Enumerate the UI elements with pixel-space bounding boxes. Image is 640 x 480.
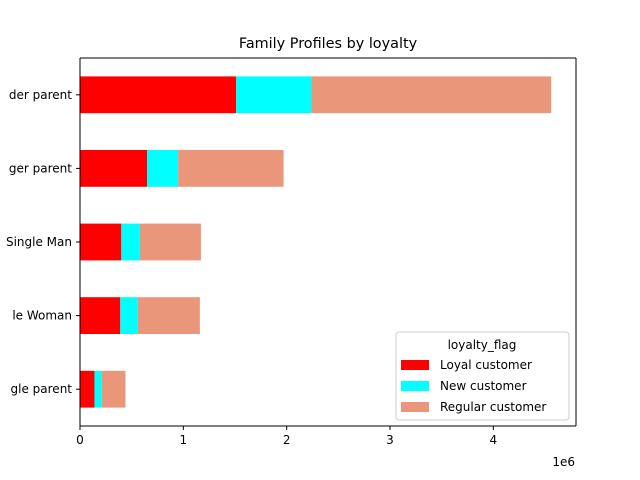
x-tick-label: 2 — [283, 433, 291, 447]
legend-label: Regular customer — [440, 400, 546, 414]
legend: loyalty_flag Loyal customer New customer R… — [395, 331, 570, 421]
legend-label: New customer — [440, 379, 527, 393]
bar-segment — [139, 223, 201, 261]
x-tick-label: 4 — [490, 433, 498, 447]
y-tick-label: le Woman — [12, 309, 72, 323]
x-ticks: 0 1 2 3 4 — [76, 426, 497, 447]
x-tick-label: 0 — [76, 433, 84, 447]
legend-frame — [395, 331, 570, 421]
bar-segment — [147, 150, 179, 187]
bar-segment — [80, 76, 237, 114]
bar-segment — [311, 76, 552, 114]
y-tick-label: Single Man — [6, 235, 72, 249]
y-tick-label: der parent — [9, 88, 72, 102]
bar-segment — [120, 297, 138, 334]
bar-segment — [80, 297, 121, 334]
legend-swatch — [401, 360, 429, 370]
bar-segment — [80, 223, 122, 261]
bar-segment — [80, 370, 95, 408]
legend-label: Loyal customer — [440, 358, 532, 372]
bar-segment — [178, 150, 284, 187]
bar-segment — [94, 370, 102, 408]
bars-layer — [80, 76, 552, 408]
x-tick-label: 1 — [180, 433, 188, 447]
bar-segment — [80, 150, 148, 187]
y-tick-label: ger parent — [9, 161, 72, 175]
bar-segment — [236, 76, 312, 114]
chart-title: Family Profiles by loyalty — [239, 36, 418, 52]
legend-title: loyalty_flag — [448, 338, 517, 352]
bar-segment — [137, 297, 200, 334]
y-ticks: gle parent le Woman Single Man ger parent de… — [6, 88, 80, 396]
y-tick-label: gle parent — [11, 382, 73, 396]
x-tick-label: 3 — [386, 433, 394, 447]
legend-swatch — [401, 381, 429, 391]
legend-swatch — [401, 402, 429, 412]
bar-segment — [121, 223, 140, 261]
x-offset-label: 1e6 — [552, 455, 575, 469]
bar-segment — [101, 370, 126, 408]
